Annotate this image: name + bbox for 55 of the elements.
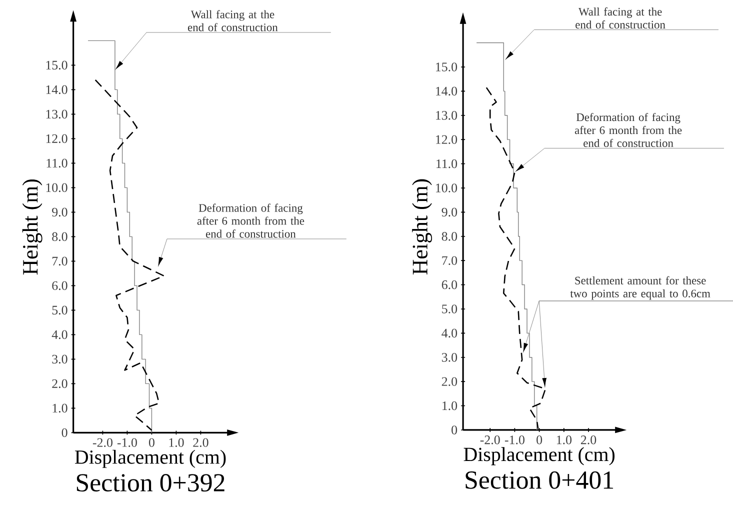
y-tick-label: 0: [452, 426, 458, 434]
x-tick-label: -2.0: [480, 436, 500, 444]
y-tick-label: 7.0: [442, 256, 458, 265]
y-tick-label: 4.0: [52, 330, 68, 340]
y-tick-label: 9.0: [52, 208, 68, 217]
line-series: [88, 40, 152, 434]
y-tick-label: 3.0: [52, 354, 68, 364]
x-tick-label: 2.0: [580, 436, 596, 444]
x-tick-label: -2.0: [92, 438, 112, 447]
y-tick-label: 12.0: [436, 135, 458, 144]
x-tick-label: 0: [148, 438, 154, 447]
annotation: Deformation of facing after 6 month from the end of construction: [197, 204, 304, 238]
x-axis-title: Displacement (cm): [464, 447, 615, 466]
x-tick-label: 1.0: [556, 436, 572, 444]
y-tick-label: 12.0: [46, 134, 68, 144]
annotation: Wall facing at the end of construction: [576, 7, 666, 29]
x-tick-label: -1.0: [117, 438, 137, 447]
line-series: [476, 42, 538, 430]
x-axis-title: Displacement (cm): [74, 450, 226, 468]
y-tick-label: 1.0: [52, 404, 68, 413]
y-tick-label: 1.0: [442, 401, 458, 410]
annotation: Deformation of facing after 6 month from the end of construction: [574, 112, 682, 148]
y-tick-label: 15.0: [46, 60, 68, 70]
y-tick-label: 0: [62, 428, 68, 438]
annotation: Wall facing at the end of construction: [188, 10, 278, 32]
annotation: Settlement amount for these two points are equal to 0.6cm: [570, 276, 710, 300]
y-tick-label: 6.0: [52, 281, 68, 290]
x-tick-label: -1.0: [504, 436, 524, 444]
y-tick-label: 11.0: [46, 158, 68, 168]
y-tick-label: 10.0: [46, 183, 68, 192]
text: Section 0+401: [466, 471, 614, 489]
y-tick-label: 7.0: [52, 256, 68, 266]
text: Section 0+392: [76, 474, 224, 492]
y-tick-label: 9.0: [442, 208, 458, 217]
x-tick-label: 1.0: [169, 438, 184, 447]
y-tick-label: 2.0: [52, 379, 68, 388]
y-tick-label: 2.0: [442, 377, 458, 386]
y-tick-label: 13.0: [436, 110, 458, 120]
y-tick-label: 6.0: [442, 280, 458, 290]
y-tick-label: 14.0: [436, 86, 458, 96]
y-tick-label: 5.0: [52, 306, 68, 315]
y-axis-title: Height (m): [412, 179, 432, 274]
y-tick-label: 4.0: [442, 328, 458, 338]
x-tick-label: 0: [536, 436, 542, 444]
x-tick-label: 2.0: [193, 438, 208, 447]
y-axis-title: Height (m): [22, 179, 42, 275]
y-tick-label: 14.0: [46, 85, 68, 94]
y-tick-label: 15.0: [436, 62, 458, 72]
y-tick-label: 10.0: [436, 184, 458, 192]
y-tick-label: 8.0: [52, 232, 68, 242]
y-tick-label: 5.0: [442, 304, 458, 314]
y-tick-label: 8.0: [442, 232, 458, 241]
y-tick-label: 3.0: [442, 352, 458, 362]
y-tick-label: 11.0: [436, 159, 458, 168]
y-tick-label: 13.0: [46, 110, 68, 119]
